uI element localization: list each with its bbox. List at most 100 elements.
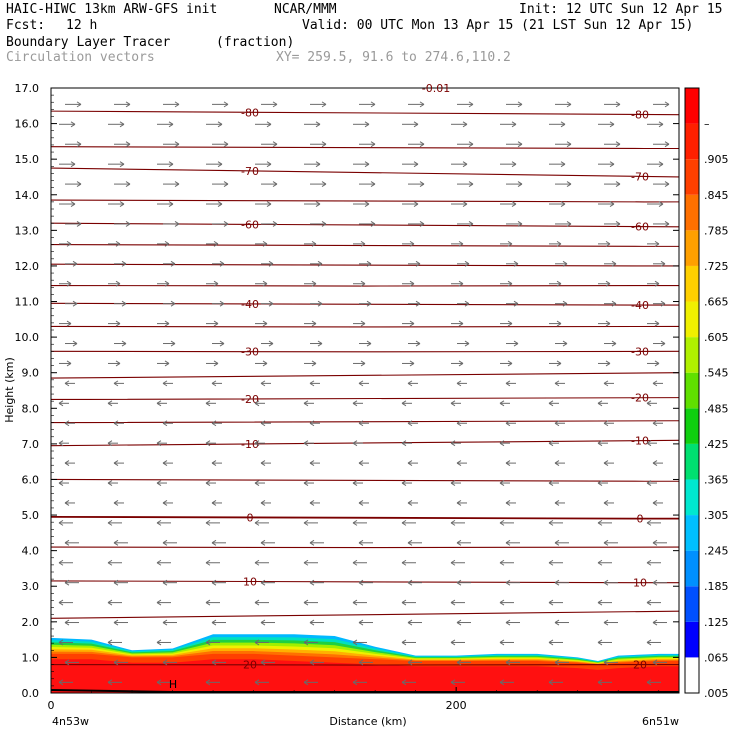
contour-line — [50, 372, 680, 379]
vector-head — [272, 101, 278, 108]
vector-head — [605, 280, 611, 287]
vector-arrow — [604, 181, 621, 188]
vector-arrow — [604, 260, 617, 267]
vector-head — [211, 579, 217, 586]
vector-arrow — [549, 201, 566, 207]
vector-arrow — [261, 181, 278, 188]
vector-arrow — [156, 639, 171, 646]
vector-head — [211, 619, 217, 626]
vector-head — [272, 141, 278, 148]
vector-head — [360, 280, 366, 287]
vector-arrow — [500, 280, 513, 287]
vector-arrow — [401, 559, 416, 566]
vector-arrow — [254, 400, 265, 407]
vector-head — [211, 460, 217, 467]
vector-head — [468, 181, 474, 188]
vector-head — [517, 141, 523, 148]
vector-head — [113, 579, 119, 586]
contour-label: -40 — [631, 299, 649, 312]
vector-head — [321, 101, 327, 108]
vector-arrow — [261, 300, 274, 307]
vector-arrow — [359, 141, 376, 148]
colorbar-segment — [685, 194, 699, 231]
vector-head — [605, 320, 611, 327]
vector-arrow — [65, 340, 78, 347]
vector-arrow — [457, 340, 470, 347]
vector-head — [64, 460, 70, 467]
vector-arrow — [304, 121, 321, 128]
vector-head — [164, 280, 170, 287]
vector-head — [554, 619, 560, 626]
vector-arrow — [254, 440, 265, 447]
contour-line — [50, 325, 680, 328]
vector-head — [174, 221, 180, 227]
vector-head — [107, 679, 113, 686]
vector-arrow — [646, 559, 661, 566]
contour-label: -80 — [631, 108, 649, 121]
vector-arrow — [108, 121, 125, 128]
vector-arrow — [597, 519, 612, 526]
contour-label: 0 — [637, 513, 644, 526]
vector-head — [456, 659, 462, 666]
vector-arrow — [451, 280, 464, 287]
vector-head — [254, 480, 260, 486]
vector-head — [303, 480, 309, 486]
vector-head — [119, 201, 125, 207]
vector-head — [407, 579, 413, 586]
vector-arrow — [212, 141, 229, 148]
vector-head — [303, 400, 309, 407]
vector-arrow — [156, 559, 171, 566]
y-tick-label: 17.0 — [15, 82, 40, 95]
vector-arrow — [652, 539, 667, 546]
colorbar-segment — [685, 230, 699, 266]
vector-arrow — [59, 320, 72, 327]
vector-head — [450, 599, 456, 606]
vector-head — [115, 360, 121, 367]
vector-arrow — [653, 340, 666, 347]
vector-arrow — [505, 460, 516, 467]
vector-head — [254, 559, 260, 566]
vector-arrow — [353, 280, 366, 287]
vector-arrow — [64, 659, 79, 666]
y-tick-label: 13.0 — [15, 224, 40, 237]
vector-arrow — [65, 260, 78, 267]
vector-head — [58, 400, 64, 407]
vector-head — [321, 221, 327, 227]
vector-arrow — [358, 420, 369, 427]
colorbar-label: .665 — [704, 296, 729, 309]
vector-head — [646, 559, 652, 566]
vector-arrow — [205, 400, 216, 407]
vector-arrow — [156, 400, 167, 407]
vector-arrow — [359, 181, 376, 188]
vector-arrow — [303, 679, 318, 686]
low-marker: H — [169, 678, 177, 691]
vector-head — [605, 240, 611, 247]
field-units: (fraction) — [216, 35, 295, 50]
vector-arrow — [358, 500, 369, 506]
colorbar-segment — [685, 443, 699, 480]
vector-arrow — [157, 201, 174, 207]
vector-head — [311, 240, 317, 247]
vector-head — [352, 559, 358, 566]
colorbar-segment — [685, 265, 699, 302]
vector-head — [654, 240, 660, 247]
vector-arrow — [554, 500, 565, 506]
colorbar-segment — [685, 479, 699, 516]
vector-arrow — [647, 280, 660, 287]
vector-head — [597, 679, 603, 686]
vector-arrow — [506, 101, 523, 108]
vector-arrow — [162, 500, 173, 506]
vector-arrow — [163, 141, 180, 148]
vector-arrow — [555, 300, 568, 307]
vector-arrow — [260, 380, 271, 387]
vector-head — [646, 480, 652, 486]
vector-arrow — [358, 659, 373, 666]
vector-arrow — [652, 579, 667, 586]
colorbar-segment — [685, 159, 699, 195]
vector-arrow — [205, 679, 220, 686]
colorbar-segment — [685, 657, 699, 693]
vector-arrow — [499, 639, 514, 646]
vector-head — [311, 360, 317, 367]
vector-head — [505, 579, 511, 586]
vector-arrow — [500, 201, 517, 207]
